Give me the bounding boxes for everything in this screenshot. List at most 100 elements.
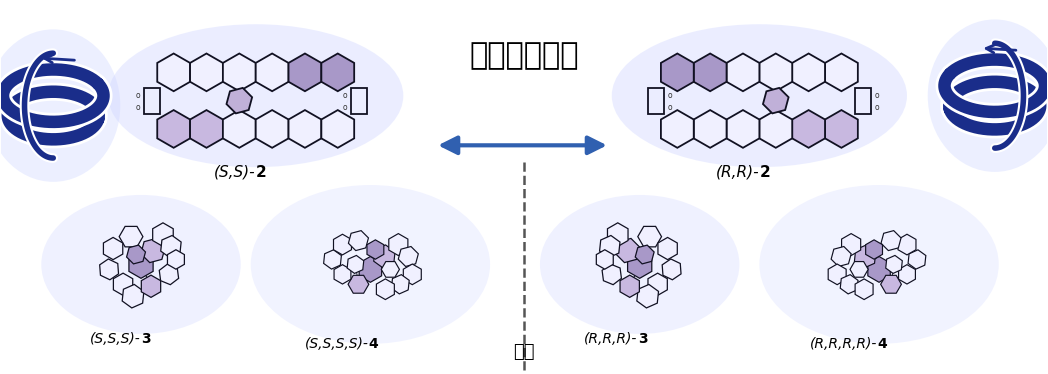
Polygon shape <box>599 236 620 258</box>
Polygon shape <box>140 239 166 263</box>
Polygon shape <box>880 275 901 293</box>
Polygon shape <box>596 250 613 269</box>
Polygon shape <box>160 236 181 258</box>
Polygon shape <box>100 259 118 280</box>
Polygon shape <box>886 255 902 273</box>
Polygon shape <box>168 250 184 269</box>
Text: (R,R,R,R)-: (R,R,R,R)- <box>810 337 877 351</box>
Text: 2: 2 <box>760 165 770 180</box>
Polygon shape <box>726 53 760 91</box>
Text: 2: 2 <box>256 165 266 180</box>
Polygon shape <box>347 255 364 273</box>
Polygon shape <box>658 237 677 260</box>
Polygon shape <box>256 53 288 91</box>
Text: 互いにキラル: 互いにキラル <box>470 42 578 70</box>
Polygon shape <box>792 53 825 91</box>
Polygon shape <box>288 110 322 148</box>
Polygon shape <box>855 279 873 300</box>
Polygon shape <box>324 250 342 269</box>
Polygon shape <box>157 110 190 148</box>
Polygon shape <box>661 110 694 148</box>
Ellipse shape <box>0 30 121 182</box>
Polygon shape <box>628 251 652 278</box>
Ellipse shape <box>108 24 403 167</box>
Polygon shape <box>868 257 891 282</box>
Polygon shape <box>127 245 146 264</box>
Text: (R,R)-: (R,R)- <box>716 165 760 180</box>
Polygon shape <box>763 88 788 113</box>
Polygon shape <box>825 110 858 148</box>
Polygon shape <box>367 240 384 259</box>
Polygon shape <box>119 226 143 247</box>
Polygon shape <box>881 231 901 251</box>
Polygon shape <box>828 264 846 285</box>
Polygon shape <box>322 110 354 148</box>
Polygon shape <box>854 245 876 268</box>
Polygon shape <box>381 261 399 277</box>
Text: o: o <box>343 91 348 100</box>
Polygon shape <box>760 53 792 91</box>
Polygon shape <box>898 265 915 284</box>
Polygon shape <box>288 53 322 91</box>
Polygon shape <box>153 223 173 246</box>
Polygon shape <box>123 285 144 308</box>
Polygon shape <box>359 257 381 282</box>
Polygon shape <box>348 231 369 251</box>
Text: 4: 4 <box>369 337 378 351</box>
Ellipse shape <box>612 24 907 167</box>
Polygon shape <box>392 275 409 294</box>
Polygon shape <box>190 110 223 148</box>
Text: o: o <box>874 103 879 112</box>
Text: o: o <box>136 91 140 100</box>
Polygon shape <box>403 264 421 285</box>
Polygon shape <box>104 237 123 260</box>
Text: (R,R,R)-: (R,R,R)- <box>585 332 637 346</box>
Text: (S,S)-: (S,S)- <box>214 165 256 180</box>
Ellipse shape <box>41 195 241 334</box>
Text: o: o <box>136 103 140 112</box>
Polygon shape <box>840 275 858 294</box>
Polygon shape <box>792 110 825 148</box>
Polygon shape <box>256 110 288 148</box>
Polygon shape <box>226 88 253 113</box>
Polygon shape <box>842 234 860 255</box>
Polygon shape <box>637 285 658 308</box>
Polygon shape <box>322 53 354 91</box>
Polygon shape <box>374 245 395 268</box>
Polygon shape <box>389 234 408 255</box>
Polygon shape <box>333 234 351 255</box>
Text: 3: 3 <box>637 332 648 346</box>
Polygon shape <box>398 246 418 266</box>
Polygon shape <box>129 251 153 278</box>
Ellipse shape <box>540 195 740 334</box>
Text: (S,S,S,S)-: (S,S,S,S)- <box>305 337 369 351</box>
Polygon shape <box>648 273 668 295</box>
Polygon shape <box>661 53 694 91</box>
Polygon shape <box>694 110 726 148</box>
Ellipse shape <box>250 185 490 344</box>
Text: o: o <box>874 91 879 100</box>
Polygon shape <box>825 53 858 91</box>
Polygon shape <box>694 53 726 91</box>
Polygon shape <box>376 279 394 300</box>
Polygon shape <box>223 110 256 148</box>
Polygon shape <box>157 53 190 91</box>
Text: 3: 3 <box>141 332 151 346</box>
Polygon shape <box>831 246 851 266</box>
Polygon shape <box>608 223 628 246</box>
Text: o: o <box>668 91 672 100</box>
Text: 鏡面: 鏡面 <box>514 343 534 361</box>
Polygon shape <box>635 245 654 264</box>
Polygon shape <box>113 273 133 295</box>
Text: (S,S,S)-: (S,S,S)- <box>90 332 141 346</box>
Polygon shape <box>866 240 882 259</box>
Polygon shape <box>348 275 369 293</box>
Polygon shape <box>159 264 178 285</box>
Polygon shape <box>334 265 351 284</box>
Polygon shape <box>615 239 640 263</box>
Polygon shape <box>620 275 639 297</box>
Polygon shape <box>908 250 925 269</box>
Polygon shape <box>850 261 868 277</box>
Polygon shape <box>223 53 256 91</box>
Polygon shape <box>726 110 760 148</box>
